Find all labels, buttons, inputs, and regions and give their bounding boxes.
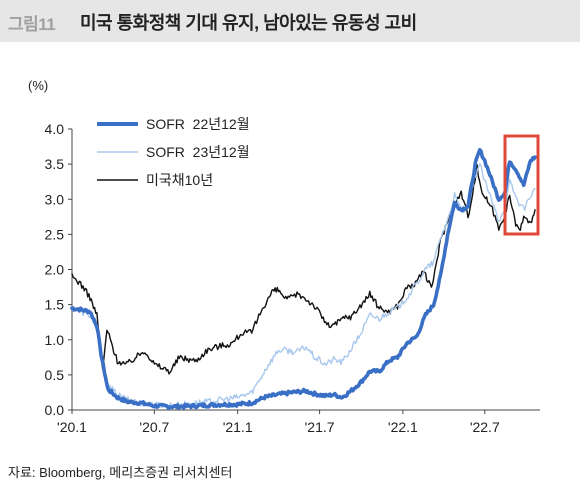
series-line-sofr-23-12 bbox=[71, 163, 536, 409]
x-tick-label: '22.1 bbox=[388, 419, 418, 435]
y-tick-label: 4.0 bbox=[45, 121, 65, 137]
highlight-box bbox=[503, 134, 540, 236]
y-tick-label: 1.0 bbox=[45, 332, 65, 348]
x-tick-label: '20.1 bbox=[57, 419, 87, 435]
x-tick-label: '21.1 bbox=[223, 419, 253, 435]
chart-axes: 0.0 0.5 1.0 1.5 2.0 2.5 3.0 3.5 4.0 '20.1 '20.7 '21… bbox=[45, 121, 540, 435]
y-tick-label: 0.5 bbox=[45, 367, 65, 383]
legend-label: SOFR 23년12월 bbox=[146, 144, 250, 160]
source-note: 자료: Bloomberg, 메리츠증권 리서치센터 bbox=[8, 465, 233, 480]
legend-label: SOFR 22년12월 bbox=[146, 116, 250, 132]
chart-title: 미국 통화정책 기대 유지, 남아있는 유동성 고비 bbox=[80, 13, 417, 33]
y-tick-label: 2.0 bbox=[45, 262, 65, 278]
x-tick-label: '21.7 bbox=[305, 419, 335, 435]
series-layer bbox=[70, 148, 537, 410]
figure-label: 그림11 bbox=[8, 15, 56, 34]
x-tick-label: '20.7 bbox=[139, 419, 169, 435]
y-tick-label: 3.5 bbox=[45, 156, 65, 172]
figure-header: 그림11 미국 통화정책 기대 유지, 남아있는 유동성 고비 bbox=[0, 0, 580, 42]
legend-label: 미국채10년 bbox=[146, 172, 213, 188]
x-tick-label: '22.7 bbox=[470, 419, 500, 435]
y-tick-label: 3.0 bbox=[45, 191, 65, 207]
y-tick-label: 2.5 bbox=[45, 226, 65, 242]
series-line-sofr-22-12 bbox=[70, 148, 537, 410]
series-line-ust-10y bbox=[71, 164, 536, 375]
y-axis-unit: (%) bbox=[28, 78, 49, 93]
y-tick-label: 0.0 bbox=[45, 402, 65, 418]
y-tick-label: 1.5 bbox=[45, 297, 65, 313]
